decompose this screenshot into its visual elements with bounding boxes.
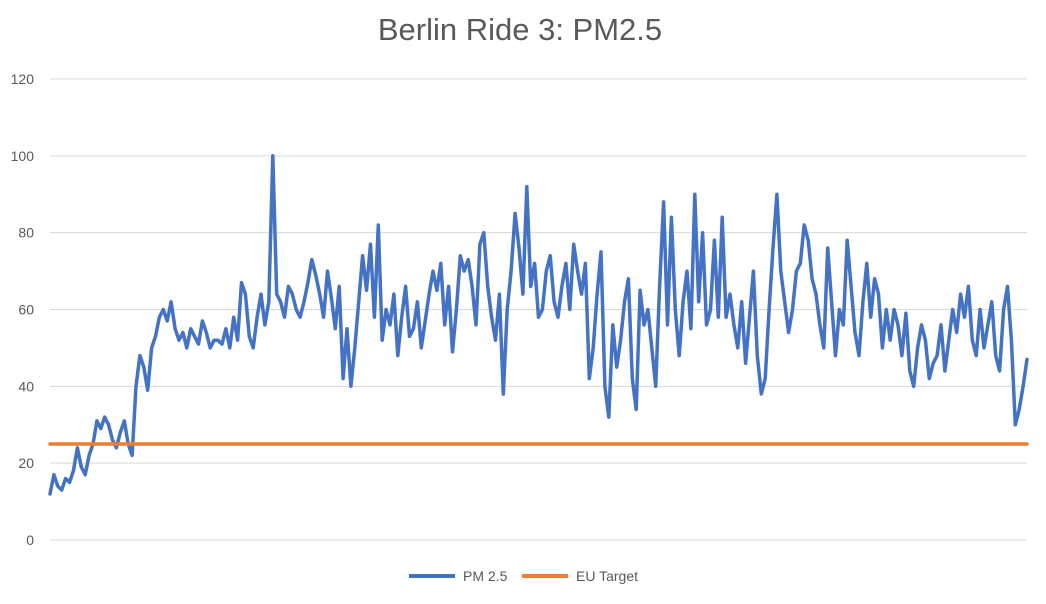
y-tick-label: 120	[11, 71, 35, 87]
y-tick-label: 0	[26, 532, 34, 548]
legend: PM 2.5 EU Target	[409, 568, 638, 584]
y-tick-label: 20	[18, 455, 34, 471]
y-tick-label: 40	[18, 378, 34, 394]
chart-title: Berlin Ride 3: PM2.5	[377, 12, 663, 47]
series-lines	[48, 154, 1029, 496]
y-tick-label: 100	[11, 148, 35, 164]
legend-label-0: PM 2.5	[463, 568, 508, 584]
y-tick-label: 80	[18, 225, 34, 241]
y-axis-tick-labels: 0 20 40 60 80 100 120	[11, 71, 35, 548]
gridlines	[50, 78, 1027, 541]
y-tick-label: 60	[18, 302, 34, 318]
legend-label-1: EU Target	[576, 568, 638, 584]
series-line-pm25	[48, 154, 1029, 496]
